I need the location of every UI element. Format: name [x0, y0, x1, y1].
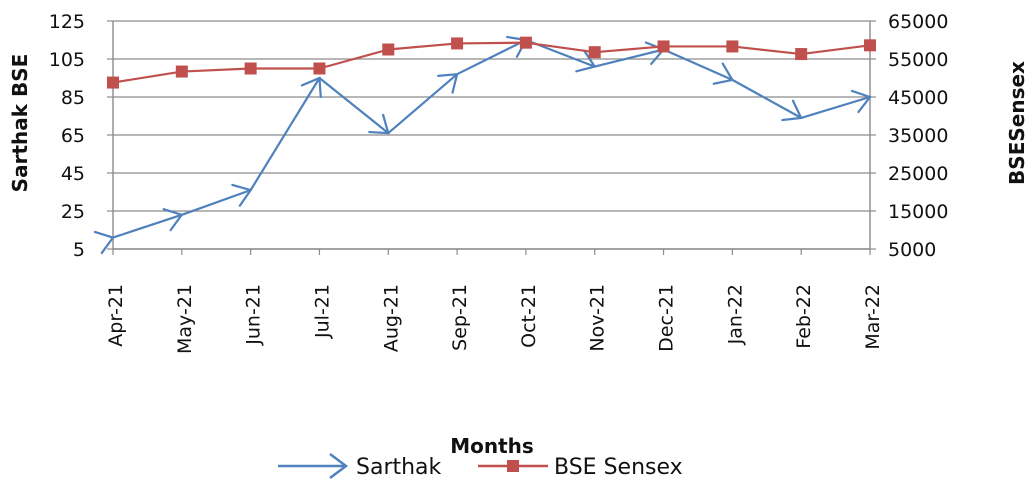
data-point-sarthak: [437, 72, 459, 94]
x-tick-label: Jul-21: [311, 284, 333, 339]
right-tick-label: 65000: [888, 11, 948, 33]
data-point-sarthak: [93, 230, 115, 255]
left-tick-label: 45: [61, 163, 85, 185]
series-layer: [93, 35, 876, 255]
left-axis-ticks: 5 25 45 65 85 105 125: [49, 11, 113, 261]
left-tick-label: 25: [61, 201, 85, 223]
left-axis-title: Sarthak BSE: [8, 54, 32, 193]
data-point-sarthak: [712, 62, 735, 85]
right-axis-ticks: 5000 15000 25000 35000 45000 55000 65000: [870, 11, 948, 261]
legend: Sarthak BSE Sensex: [278, 453, 683, 480]
data-point-bse-sensex: [244, 62, 257, 75]
x-tick-label: May-21: [174, 284, 196, 354]
data-point-sarthak: [850, 89, 872, 114]
data-point-bse-sensex: [107, 76, 119, 89]
data-point-bse-sensex: [657, 40, 670, 53]
left-tick-label: 65: [61, 125, 85, 147]
legend-label-bse-sensex: BSE Sensex: [554, 455, 683, 480]
legend-sarthak-arrow-icon: [329, 453, 349, 479]
right-tick-label: 25000: [888, 163, 948, 185]
legend-item-sarthak: Sarthak: [278, 453, 442, 480]
x-tick-label: Aug-21: [380, 284, 402, 352]
data-point-bse-sensex: [726, 40, 739, 53]
x-tick-label: Jun-21: [243, 284, 265, 346]
x-tick-label: Sep-21: [449, 284, 471, 351]
grid-lines: [113, 20, 870, 250]
data-point-bse-sensex: [313, 62, 326, 75]
x-axis-title: Months: [450, 434, 534, 458]
series-line-sarthak: [112, 38, 871, 239]
data-point-bse-sensex: [382, 43, 395, 56]
legend-bse-sensex-square-icon: [507, 460, 519, 472]
x-tick-label: Jan-22: [724, 284, 746, 345]
left-tick-label: 85: [61, 87, 85, 109]
right-tick-label: 5000: [888, 239, 936, 261]
right-tick-label: 35000: [888, 125, 948, 147]
x-axis-ticks: Apr-21 May-21 Jun-21 Jul-21 Aug-21 Sep-21 Oct-…: [105, 249, 884, 354]
left-tick-label: 125: [49, 11, 85, 33]
data-point-bse-sensex: [864, 39, 876, 52]
right-tick-label: 45000: [888, 87, 948, 109]
left-tick-label: 5: [73, 239, 85, 261]
x-tick-label: Oct-21: [518, 284, 540, 348]
series-sarthak: [93, 35, 872, 255]
left-tick-label: 105: [49, 49, 85, 71]
data-point-sarthak: [781, 99, 803, 122]
x-tick-label: Apr-21: [105, 284, 127, 347]
legend-item-bse-sensex: BSE Sensex: [478, 455, 683, 480]
right-axis-title: BSESensex: [1005, 61, 1029, 185]
data-point-bse-sensex: [588, 46, 601, 59]
series-bse-sensex: [107, 36, 876, 89]
series-line-bse-sensex: [112, 41, 871, 84]
data-point-bse-sensex: [451, 37, 464, 50]
right-tick-label: 15000: [888, 201, 948, 223]
x-tick-label: Feb-22: [793, 284, 815, 349]
data-point-sarthak: [368, 113, 390, 135]
data-point-sarthak: [231, 183, 253, 207]
right-tick-label: 55000: [888, 49, 948, 71]
data-point-sarthak: [162, 208, 184, 232]
data-point-sarthak: [575, 49, 597, 73]
x-tick-label: Mar-22: [862, 284, 884, 350]
data-point-bse-sensex: [175, 65, 188, 78]
data-point-bse-sensex: [519, 36, 532, 49]
x-tick-label: Dec-21: [656, 284, 678, 352]
x-tick-label: Nov-21: [587, 284, 609, 352]
data-point-sarthak: [300, 76, 322, 99]
data-point-bse-sensex: [795, 48, 808, 61]
legend-label-sarthak: Sarthak: [356, 455, 442, 480]
